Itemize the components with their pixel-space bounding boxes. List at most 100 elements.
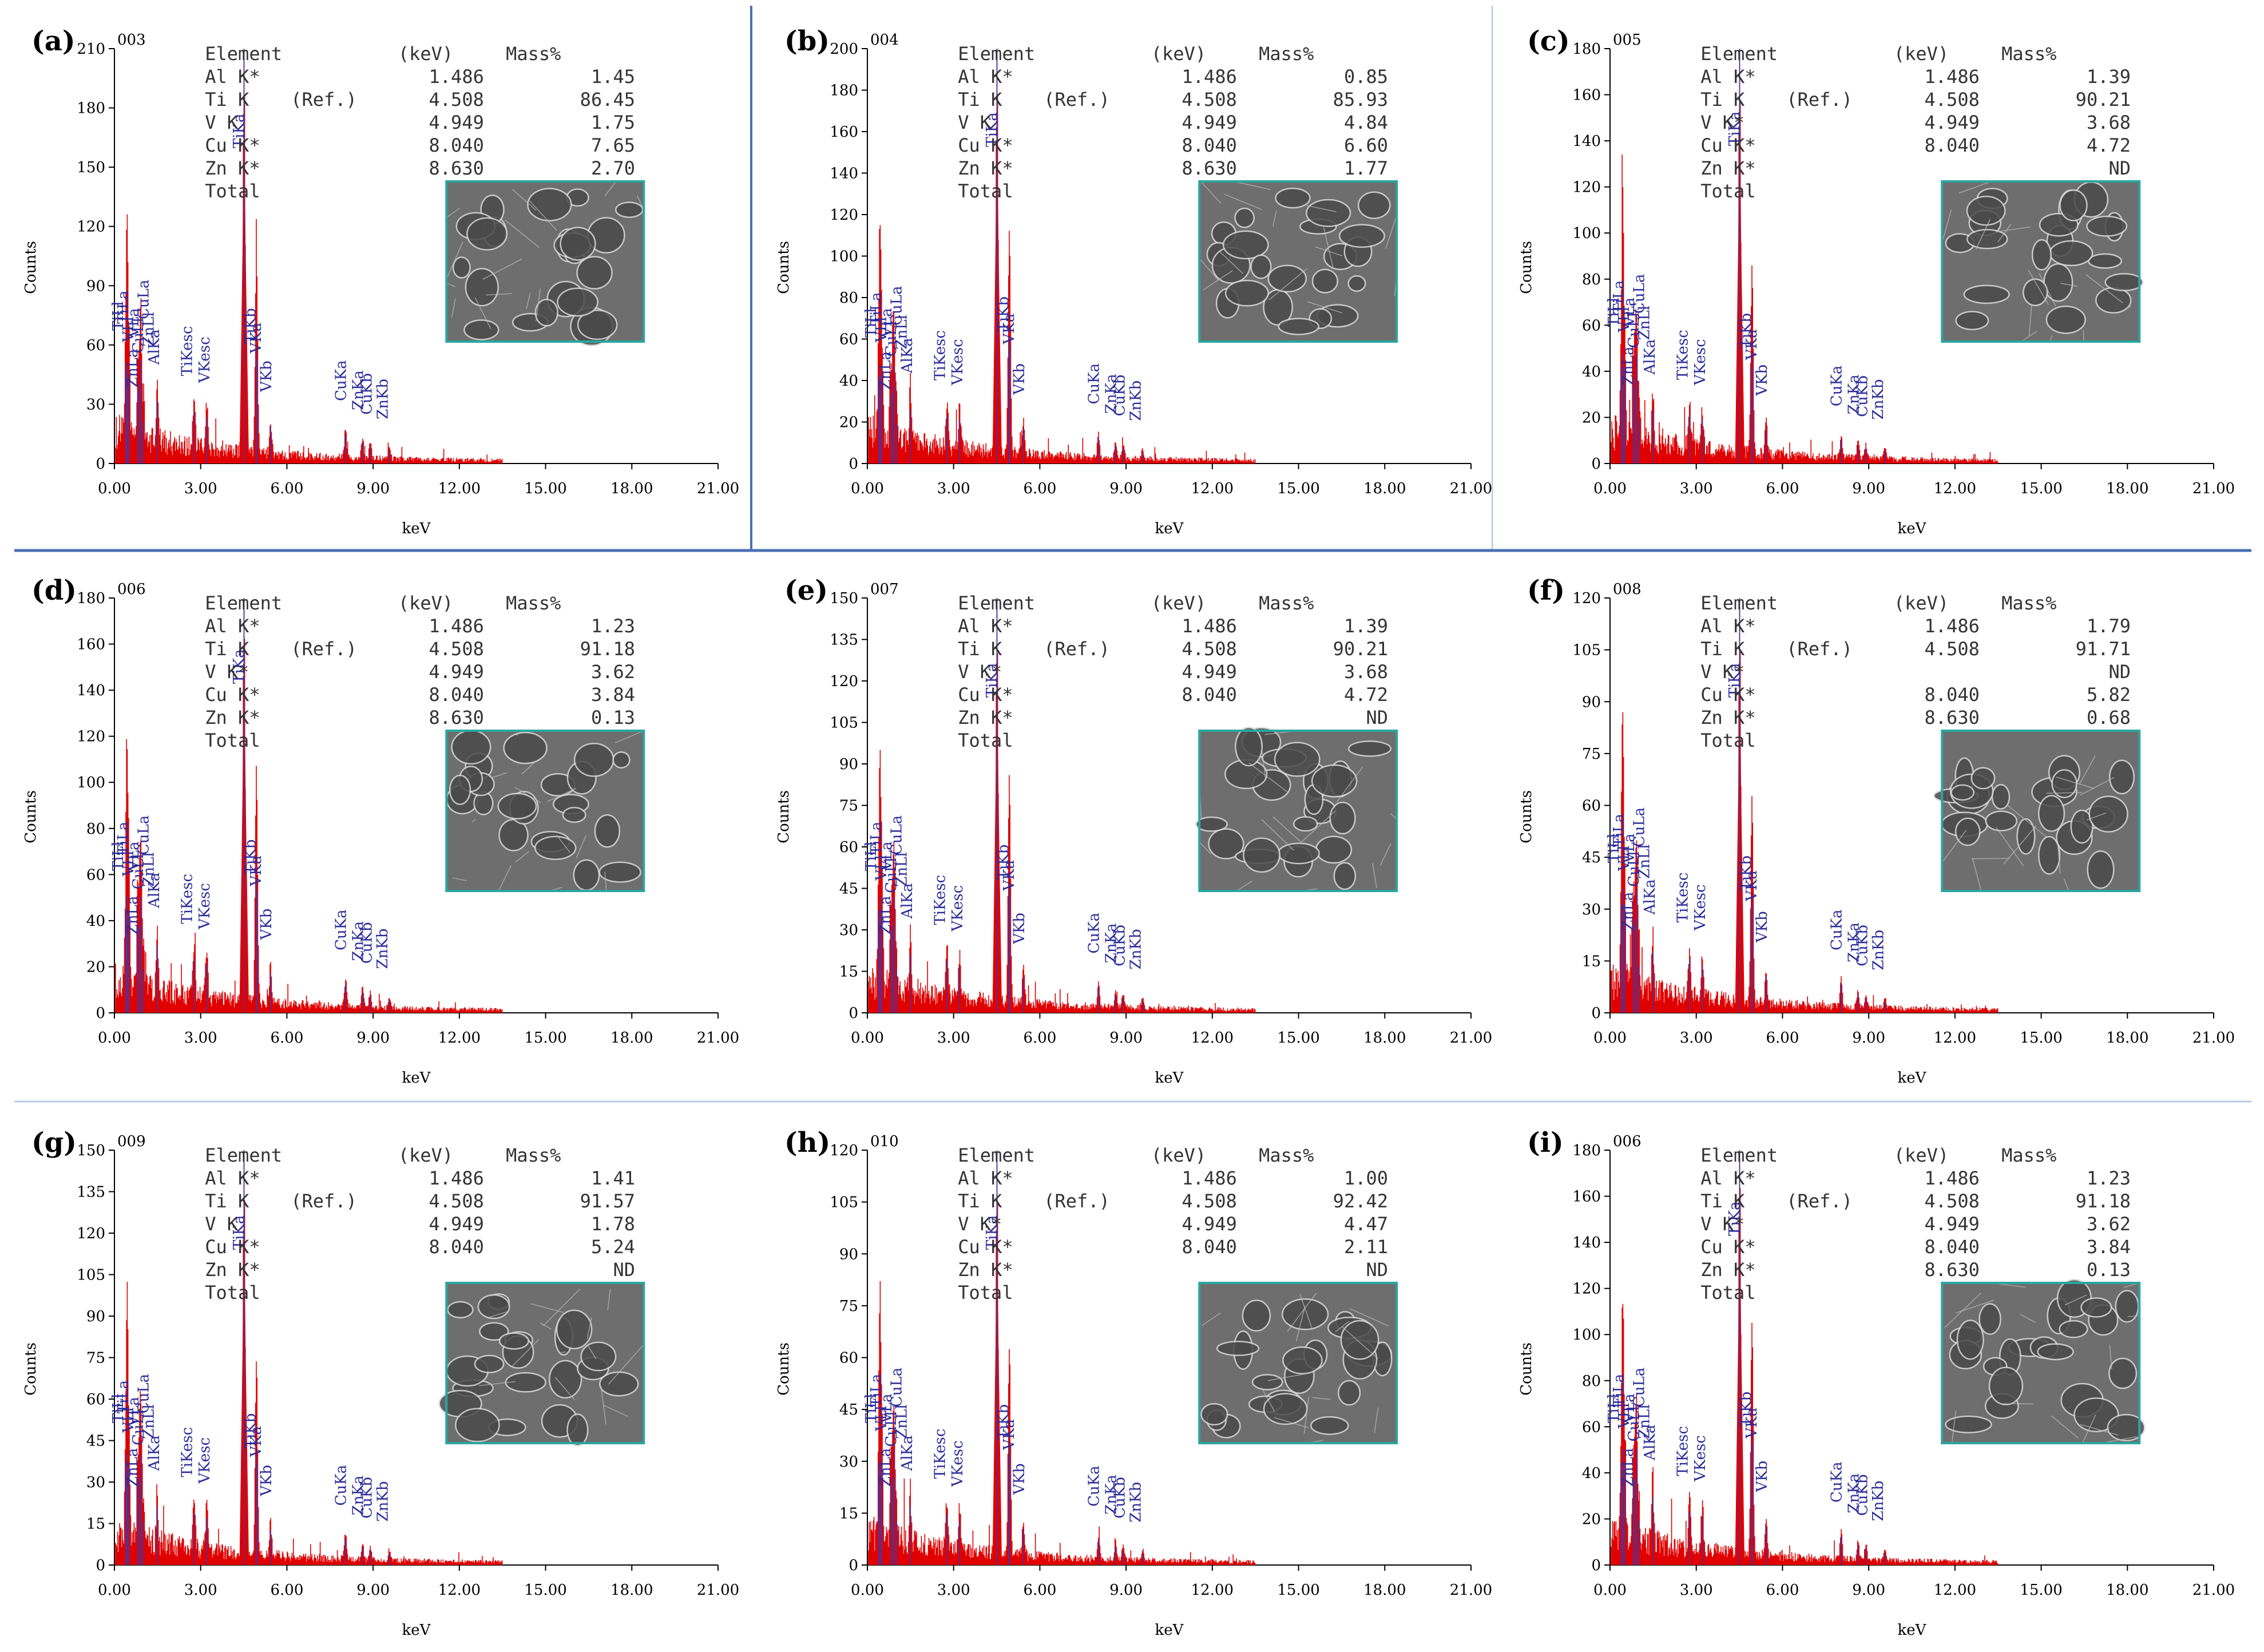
micrograph-grain	[1306, 199, 1351, 227]
table-header-mass: Mass%	[2001, 43, 2056, 65]
y-axis-title: Counts	[22, 790, 39, 843]
peak-label: TiKa	[1726, 112, 1743, 146]
peak-label: VLa	[1621, 1393, 1638, 1424]
micrograph-boundary	[2051, 1415, 2079, 1439]
x-tick-label: 9.00	[356, 1029, 390, 1047]
peak-label: ZnLl	[893, 1404, 910, 1439]
x-tick-label: 18.00	[2106, 1582, 2148, 1599]
table-cell-mass: 1.78	[591, 1213, 635, 1235]
y-axis-title: Counts	[1518, 1342, 1535, 1396]
micrograph-boundary	[514, 787, 541, 803]
y-tick-label: 30	[1582, 901, 1601, 918]
x-tick-label: 3.00	[1680, 1582, 1713, 1599]
panel-dividers	[14, 6, 2251, 1103]
peak-label: VLa	[125, 841, 142, 871]
table-cell-mass: 0.85	[1344, 66, 1388, 88]
micrograph-boundary	[1975, 219, 1991, 250]
table-cell-kev: 1.486	[1925, 66, 1980, 88]
peak-label: TiKa	[984, 663, 1001, 698]
table-cell-element: Cu K*	[205, 684, 260, 706]
table-cell-mass: 1.23	[591, 615, 635, 637]
peak-label: CuLa	[888, 1368, 905, 1407]
micrograph-grain	[534, 835, 577, 861]
micrograph-boundary	[474, 297, 491, 329]
micrograph-grain	[612, 751, 631, 769]
micrograph-grain	[1956, 1320, 1984, 1360]
x-tick-label: 0.00	[1593, 480, 1627, 497]
micrograph-grain	[2023, 278, 2048, 307]
spectrum-id: 006	[117, 581, 146, 598]
table-cell-mass: 3.68	[2087, 112, 2131, 133]
x-tick-label: 6.00	[1766, 480, 1799, 497]
micrograph-grain	[1955, 311, 1989, 331]
micrograph-boundary	[560, 1351, 566, 1353]
peak-label: ZnLl	[140, 312, 157, 346]
peak-label: TiLa	[115, 822, 132, 855]
table-cell-element: Ti K	[958, 89, 1002, 110]
x-tick-label: 12.00	[1934, 480, 1976, 497]
table-cell-mass: 3.84	[591, 684, 635, 706]
table-cell-ref: (Ref.)	[1044, 638, 1110, 660]
peak-label: ZnKa	[1846, 1473, 1863, 1514]
x-tick-label: 15.00	[1277, 1582, 1319, 1599]
peak-label: VKa	[248, 323, 265, 354]
peak-label: TiLa	[1611, 280, 1628, 314]
peak-label: ZnKb	[374, 928, 391, 969]
micrograph-grain	[1338, 1380, 1361, 1406]
micrograph-boundary	[1972, 858, 1981, 890]
micrograph-grain	[615, 201, 644, 218]
y-tick-label: 15	[839, 964, 858, 981]
table-cell-kev: 8.040	[429, 684, 484, 706]
table-header-mass: Mass%	[1259, 1144, 1314, 1166]
table-cell-kev: 8.630	[429, 707, 484, 728]
peak-label: TiKb	[1738, 1392, 1755, 1427]
micrograph-boundary	[2039, 273, 2056, 307]
table-cell-kev: 8.630	[1925, 707, 1980, 728]
peak-label: ZnLa	[877, 1448, 894, 1487]
peak-label: CuKa	[1828, 1461, 1845, 1503]
table-cell-element: Zn K*	[205, 157, 260, 179]
table-cell-element: Ti K	[205, 638, 249, 660]
chart-panel: (i) 006 0 20 40 60 80 100 120 140 160 180 0.00 3.00 6.…	[1518, 1127, 2235, 1639]
sem-micrograph-inset	[1941, 180, 2144, 343]
table-header-mass: Mass%	[1259, 43, 1314, 65]
y-tick-label: 15	[86, 1516, 105, 1533]
micrograph-grain	[503, 731, 548, 764]
table-cell-kev: 8.040	[1925, 1236, 1980, 1258]
micrograph-boundary	[1260, 739, 1266, 778]
micrograph-boundary	[2063, 878, 2069, 892]
micrograph-grain	[452, 256, 471, 279]
y-tick-label: 180	[77, 100, 105, 117]
y-tick-label: 15	[839, 1505, 858, 1522]
y-tick-label: 60	[86, 1391, 105, 1408]
table-cell-mass: 7.65	[591, 134, 635, 156]
spectrum-id: 009	[117, 1133, 146, 1150]
micrograph-grain	[1963, 284, 2010, 304]
table-cell-element: Cu K*	[958, 684, 1013, 706]
spectrum-id: 006	[1613, 1133, 1642, 1150]
y-tick-label: 45	[1582, 849, 1601, 866]
panel-label: (g)	[31, 1127, 77, 1159]
peak-label: ZnKb	[1127, 1482, 1144, 1523]
y-tick-label: 60	[839, 331, 858, 348]
table-cell-kev: 4.508	[429, 89, 484, 110]
peak-label: VLa	[1621, 834, 1638, 864]
y-tick-label: 20	[839, 414, 858, 431]
table-cell-kev: 4.949	[429, 1213, 484, 1235]
sem-micrograph-inset	[1198, 180, 1398, 343]
x-tick-label: 6.00	[1023, 480, 1056, 497]
y-tick-label: 150	[77, 159, 105, 176]
micrograph-grain	[1263, 1393, 1308, 1425]
micrograph-grain	[465, 268, 499, 307]
peak-label: VLa	[878, 1393, 895, 1424]
y-tick-label: 0	[1591, 1557, 1601, 1574]
chart-panel: (a) 003 0 30 60 90 120 150 180 210 0.00 3.00 6.00 9.0…	[22, 25, 739, 537]
micrograph-grain	[1311, 268, 1339, 294]
micrograph-grain	[2059, 1320, 2088, 1338]
panel-label: (a)	[31, 25, 76, 57]
table-cell-element: V K*	[1700, 1213, 1744, 1235]
micrograph-boundary	[486, 293, 512, 296]
y-tick-label: 120	[830, 1142, 858, 1159]
y-tick-label: 60	[86, 337, 105, 354]
table-cell-mass: 1.79	[2087, 615, 2131, 637]
